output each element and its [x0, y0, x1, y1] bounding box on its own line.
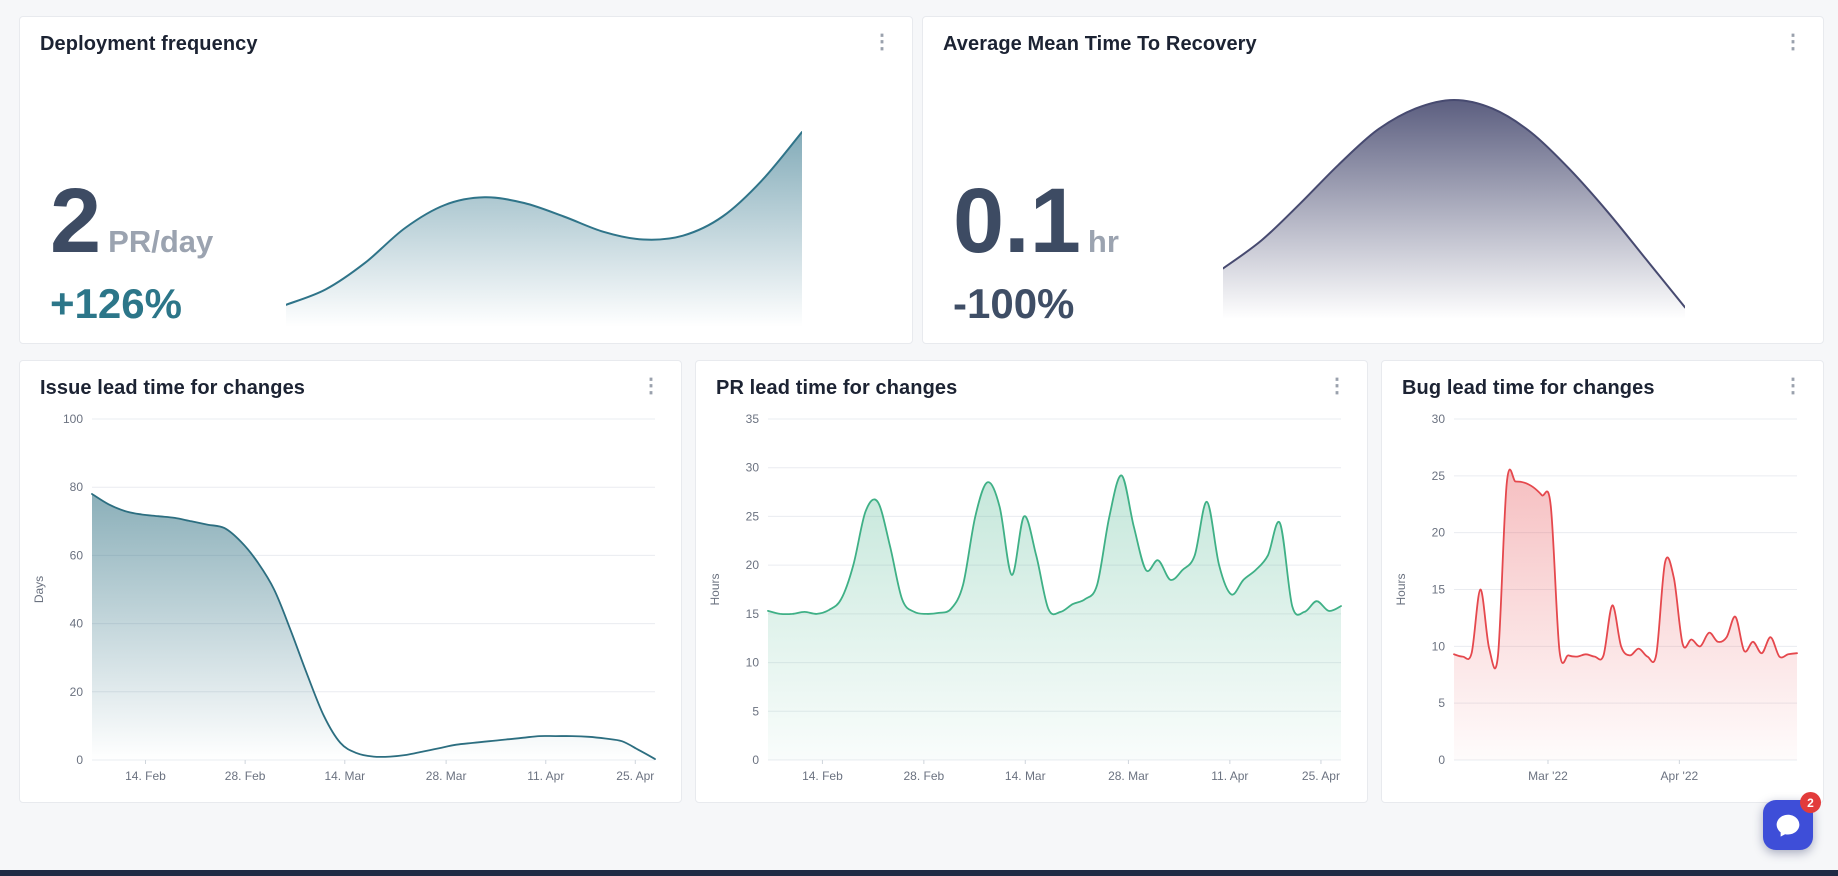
- card-pr-lead-time: PR lead time for changes ⋮ 0 5 10 15 20 25 30 3…: [695, 360, 1368, 803]
- kebab-menu-icon[interactable]: ⋮: [872, 31, 892, 53]
- kpi-unit: hr: [1087, 224, 1119, 259]
- kpi-block: 0.1 hr -100%: [953, 175, 1119, 325]
- card-title: Bug lead time for changes: [1402, 377, 1655, 399]
- bottom-bar: [0, 870, 1838, 876]
- kpi-block: 2 PR/day +126%: [50, 175, 213, 325]
- svg-text:Hours: Hours: [1394, 573, 1408, 605]
- kpi-main: 2 PR/day: [50, 175, 213, 267]
- svg-text:28. Feb: 28. Feb: [225, 769, 266, 783]
- card-title: Average Mean Time To Recovery: [943, 33, 1257, 55]
- card-title: PR lead time for changes: [716, 377, 958, 399]
- kpi-value: 2: [50, 170, 102, 272]
- svg-text:20: 20: [70, 685, 84, 699]
- kebab-menu-icon[interactable]: ⋮: [1327, 375, 1347, 397]
- svg-text:11. Apr: 11. Apr: [527, 769, 564, 783]
- chat-launcher-button[interactable]: 2: [1763, 792, 1821, 850]
- card-header: PR lead time for changes ⋮: [696, 361, 1367, 400]
- mttr-sparkline: [1223, 95, 1685, 319]
- svg-text:20: 20: [1432, 526, 1446, 540]
- card-issue-lead-time: Issue lead time for changes ⋮ 0 20 40 60 80 1…: [19, 360, 682, 803]
- chat-unread-badge: 2: [1800, 792, 1821, 813]
- svg-text:Mar '22: Mar '22: [1528, 769, 1568, 783]
- svg-text:Days: Days: [32, 576, 46, 603]
- card-title: Issue lead time for changes: [40, 377, 306, 399]
- svg-text:15: 15: [1432, 583, 1446, 597]
- svg-text:5: 5: [1438, 696, 1445, 710]
- kpi-unit: PR/day: [108, 224, 214, 259]
- svg-text:25: 25: [746, 509, 760, 523]
- kpi-main: 0.1 hr: [953, 175, 1119, 267]
- svg-text:100: 100: [63, 412, 83, 426]
- svg-text:30: 30: [1432, 412, 1446, 426]
- svg-text:14. Mar: 14. Mar: [1005, 769, 1046, 783]
- svg-text:25: 25: [1432, 469, 1446, 483]
- kebab-menu-icon[interactable]: ⋮: [1783, 375, 1803, 397]
- card-bug-lead-time: Bug lead time for changes ⋮ 0 5 10 15 20 25 30…: [1381, 360, 1824, 803]
- kpi-value: 0.1: [953, 170, 1081, 272]
- issue-lead-time-chart: 0 20 40 60 80 100 14. Feb 28. Feb 14. Mar 28. Mar…: [30, 409, 671, 792]
- svg-text:40: 40: [70, 617, 84, 631]
- svg-text:0: 0: [76, 753, 83, 767]
- card-header: Bug lead time for changes ⋮: [1382, 361, 1823, 400]
- card-header: Average Mean Time To Recovery ⋮: [923, 17, 1823, 56]
- svg-text:60: 60: [70, 548, 84, 562]
- svg-text:80: 80: [70, 480, 84, 494]
- svg-text:0: 0: [1438, 753, 1445, 767]
- svg-text:11. Apr: 11. Apr: [1211, 769, 1248, 783]
- svg-text:5: 5: [752, 704, 759, 718]
- svg-text:14. Feb: 14. Feb: [125, 769, 166, 783]
- svg-text:35: 35: [746, 412, 760, 426]
- bug-lead-time-chart: 0 5 10 15 20 25 30 Mar '22 Apr '22 Hours: [1392, 409, 1813, 792]
- svg-text:25. Apr: 25. Apr: [1302, 769, 1340, 783]
- svg-text:20: 20: [746, 558, 760, 572]
- svg-text:10: 10: [1432, 639, 1446, 653]
- svg-text:14. Mar: 14. Mar: [324, 769, 365, 783]
- svg-text:10: 10: [746, 656, 760, 670]
- bottom-row: Issue lead time for changes ⋮ 0 20 40 60 80 1…: [19, 360, 1824, 803]
- svg-text:28. Mar: 28. Mar: [426, 769, 467, 783]
- kpi-delta: +126%: [50, 280, 182, 327]
- card-mean-time-to-recovery: Average Mean Time To Recovery ⋮ 0.1 hr -…: [922, 16, 1824, 344]
- kebab-menu-icon[interactable]: ⋮: [641, 375, 661, 397]
- card-header: Deployment frequency ⋮: [20, 17, 912, 56]
- svg-text:25. Apr: 25. Apr: [616, 769, 654, 783]
- top-row: Deployment frequency ⋮ 2 PR/day +126% Av…: [19, 16, 1824, 344]
- svg-text:0: 0: [752, 753, 759, 767]
- svg-text:28. Mar: 28. Mar: [1108, 769, 1149, 783]
- card-header: Issue lead time for changes ⋮: [20, 361, 681, 400]
- kpi-delta: -100%: [953, 280, 1075, 327]
- svg-text:14. Feb: 14. Feb: [802, 769, 843, 783]
- card-deployment-frequency: Deployment frequency ⋮ 2 PR/day +126%: [19, 16, 913, 344]
- deployment-frequency-sparkline: [286, 127, 802, 327]
- svg-text:28. Feb: 28. Feb: [904, 769, 945, 783]
- svg-text:Apr '22: Apr '22: [1661, 769, 1699, 783]
- svg-text:30: 30: [746, 461, 760, 475]
- pr-lead-time-chart: 0 5 10 15 20 25 30 35 14. Feb 28. Feb 14. Mar 28. M…: [706, 409, 1357, 792]
- svg-text:Hours: Hours: [708, 573, 722, 605]
- svg-text:15: 15: [746, 607, 760, 621]
- kebab-menu-icon[interactable]: ⋮: [1783, 31, 1803, 53]
- chat-bubble-icon: [1776, 814, 1800, 837]
- card-title: Deployment frequency: [40, 33, 258, 55]
